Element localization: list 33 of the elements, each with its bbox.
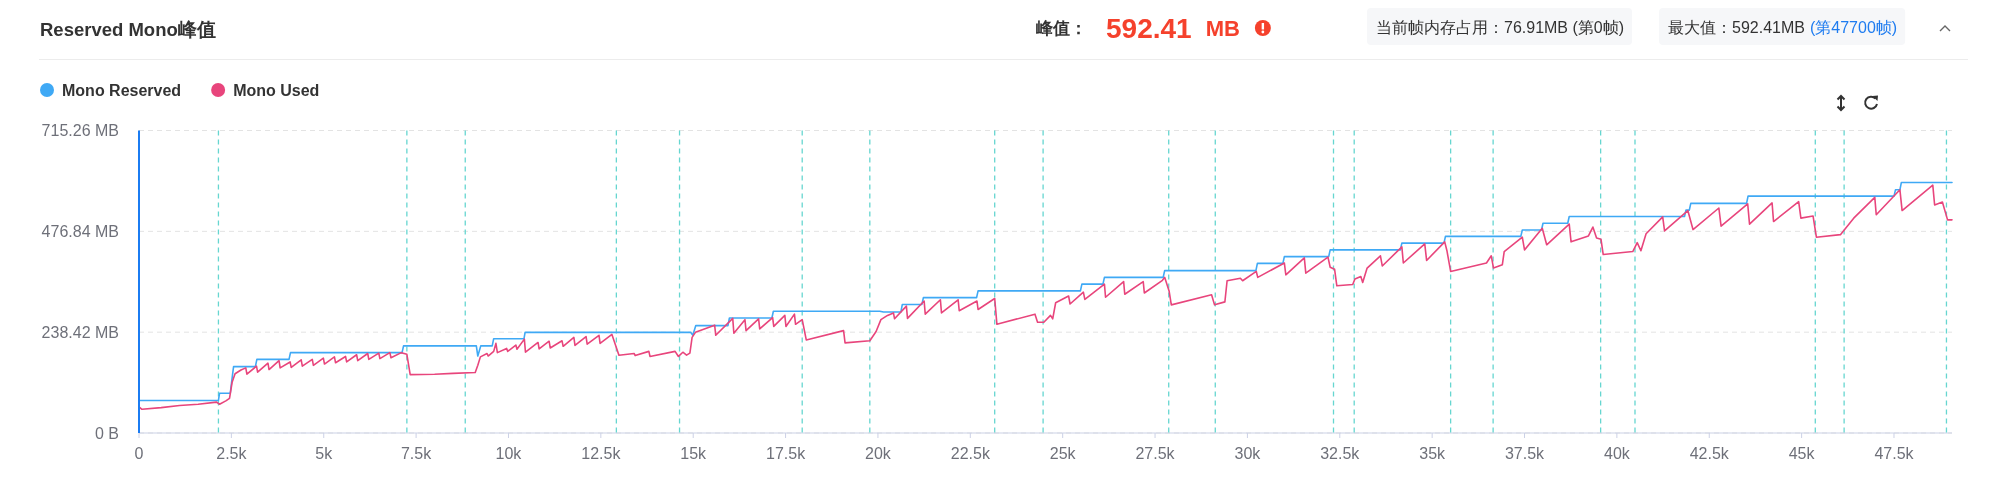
x-tick-label: 45k xyxy=(1788,445,1816,462)
y-tick-label: 715.26 MB xyxy=(41,122,119,139)
legend-label: Mono Reserved xyxy=(62,82,182,99)
x-tick-label: 15k xyxy=(680,445,708,462)
x-tick-label: 17.5k xyxy=(766,445,807,462)
x-tick-label: 12.5k xyxy=(581,445,622,462)
text: 峰值： xyxy=(1036,19,1087,38)
text: 最大值：592.41MB xyxy=(1668,19,1805,36)
y-tick-label: 238.42 MB xyxy=(41,323,119,341)
x-tick-label: 42.5k xyxy=(1689,445,1730,462)
x-tick-label: 35k xyxy=(1419,445,1447,462)
text: MB xyxy=(1205,16,1240,41)
x-tick-label: 22.5k xyxy=(950,445,991,462)
legend-label: Mono Used xyxy=(233,82,320,99)
x-tick-label: 2.5k xyxy=(216,445,248,462)
x-tick-label: 5k xyxy=(315,445,334,462)
chart-title: Reserved Mono峰值 xyxy=(40,19,216,40)
x-tick-label: 32.5k xyxy=(1320,445,1361,462)
x-tick-label: 40k xyxy=(1603,445,1631,462)
text: 当前帧内存占用：76.91MB (第0帧) xyxy=(1376,19,1625,36)
x-tick-label: 10k xyxy=(495,445,523,462)
x-tick-label: 0 xyxy=(134,445,144,462)
text: 592.41 xyxy=(1106,13,1192,44)
text: (第47700帧) xyxy=(1809,19,1898,36)
x-tick-label: 25k xyxy=(1049,445,1077,462)
x-tick-label: 30k xyxy=(1234,445,1262,462)
x-tick-label: 47.5k xyxy=(1874,445,1915,462)
x-tick-label: 20k xyxy=(865,445,892,462)
x-tick-label: 27.5k xyxy=(1135,445,1176,462)
x-tick-label: 37.5k xyxy=(1504,445,1546,462)
y-tick-label: 476.84 MB xyxy=(41,222,119,240)
x-tick-label: 7.5k xyxy=(400,445,433,462)
y-tick-label: 0 B xyxy=(94,424,119,442)
